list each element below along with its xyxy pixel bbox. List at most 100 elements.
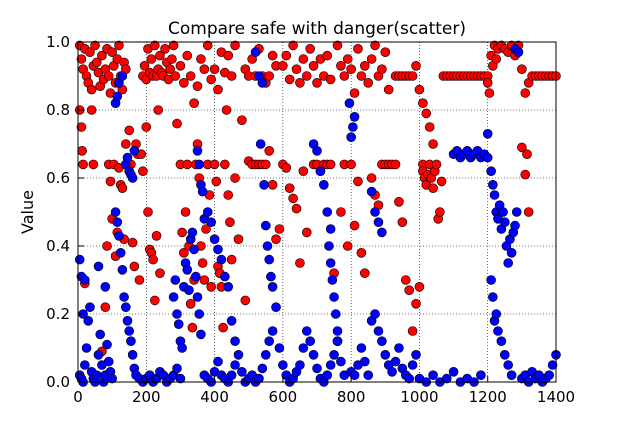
- red-point: [418, 98, 428, 108]
- blue-point: [119, 292, 129, 302]
- red-point: [206, 74, 216, 85]
- blue-point: [308, 349, 319, 360]
- blue-point: [194, 309, 205, 319]
- blue-point: [390, 356, 401, 367]
- red-point: [520, 88, 531, 98]
- blue-point: [230, 360, 240, 370]
- blue-point: [192, 292, 203, 302]
- red-point: [143, 207, 153, 217]
- blue-point: [394, 343, 404, 353]
- blue-point: [80, 360, 90, 370]
- red-point: [363, 78, 374, 88]
- blue-point: [312, 363, 322, 374]
- red-point: [201, 224, 211, 234]
- blue-point: [107, 373, 117, 384]
- blue-point: [298, 343, 309, 353]
- blue-point: [257, 363, 268, 374]
- blue-point: [329, 349, 339, 360]
- red-point: [325, 159, 336, 170]
- red-point: [295, 258, 305, 268]
- blue-point: [428, 370, 438, 381]
- red-point: [332, 40, 343, 51]
- blue-point: [503, 360, 514, 370]
- blue-point: [100, 281, 111, 292]
- red-point: [267, 50, 278, 61]
- blue-point: [213, 356, 223, 367]
- red-point: [491, 54, 502, 64]
- red-point: [346, 159, 356, 170]
- red-point: [383, 84, 394, 95]
- red-point: [428, 183, 438, 193]
- red-point: [377, 64, 387, 74]
- red-point: [291, 203, 302, 214]
- blue-point: [370, 207, 380, 217]
- blue-point: [184, 285, 194, 296]
- blue-point: [373, 217, 384, 227]
- red-point: [107, 47, 117, 58]
- red-point: [264, 71, 275, 81]
- red-point: [260, 159, 271, 170]
- red-point: [230, 173, 240, 183]
- blue-point: [496, 336, 507, 347]
- red-point: [298, 166, 309, 176]
- blue-point: [315, 166, 326, 176]
- red-point: [520, 169, 531, 180]
- blue-point: [223, 281, 234, 292]
- blue-point: [363, 370, 374, 381]
- blue-point: [411, 349, 421, 360]
- red-point: [103, 71, 114, 81]
- red-point: [167, 54, 177, 64]
- red-point: [411, 298, 421, 309]
- blue-point: [359, 356, 370, 367]
- red-point: [390, 159, 401, 170]
- red-point: [180, 207, 191, 217]
- red-point: [129, 261, 140, 272]
- red-point: [301, 227, 312, 238]
- blue-point: [506, 248, 517, 258]
- blue-point: [182, 264, 193, 275]
- blue-point: [482, 152, 493, 163]
- blue-point: [102, 339, 112, 350]
- red-point: [97, 50, 107, 61]
- red-point: [199, 64, 210, 74]
- x-tick-label: 800: [337, 388, 366, 406]
- red-point: [394, 197, 404, 207]
- red-point: [182, 159, 193, 170]
- blue-point: [491, 309, 502, 319]
- blue-point: [264, 336, 275, 347]
- red-point: [267, 180, 278, 190]
- red-point: [397, 217, 408, 227]
- blue-point: [74, 254, 85, 265]
- red-point: [288, 40, 298, 51]
- blue-point: [260, 220, 271, 231]
- blue-point: [189, 244, 199, 255]
- blue-point: [476, 370, 486, 381]
- red-point: [189, 98, 199, 108]
- red-point: [522, 149, 532, 159]
- red-point: [370, 40, 380, 51]
- red-point: [482, 78, 493, 88]
- red-point: [209, 159, 220, 170]
- blue-point: [260, 349, 271, 360]
- red-point: [349, 220, 360, 231]
- blue-point: [237, 366, 247, 377]
- blue-point: [93, 349, 104, 360]
- blue-point: [503, 258, 514, 268]
- blue-point: [344, 98, 355, 108]
- red-point: [223, 190, 234, 200]
- red-point: [359, 61, 370, 71]
- red-point: [366, 173, 377, 183]
- blue-point: [213, 244, 223, 255]
- blue-point: [312, 146, 322, 156]
- red-point: [213, 84, 223, 95]
- blue-point: [322, 370, 333, 381]
- blue-point: [499, 349, 510, 360]
- red-point: [179, 78, 189, 88]
- blue-point: [126, 336, 136, 347]
- x-tick-label: 200: [132, 388, 161, 406]
- blue-point: [196, 329, 206, 340]
- blue-point: [206, 217, 216, 227]
- red-point: [77, 146, 87, 156]
- x-tick-label: 600: [269, 388, 298, 406]
- red-point: [356, 248, 367, 258]
